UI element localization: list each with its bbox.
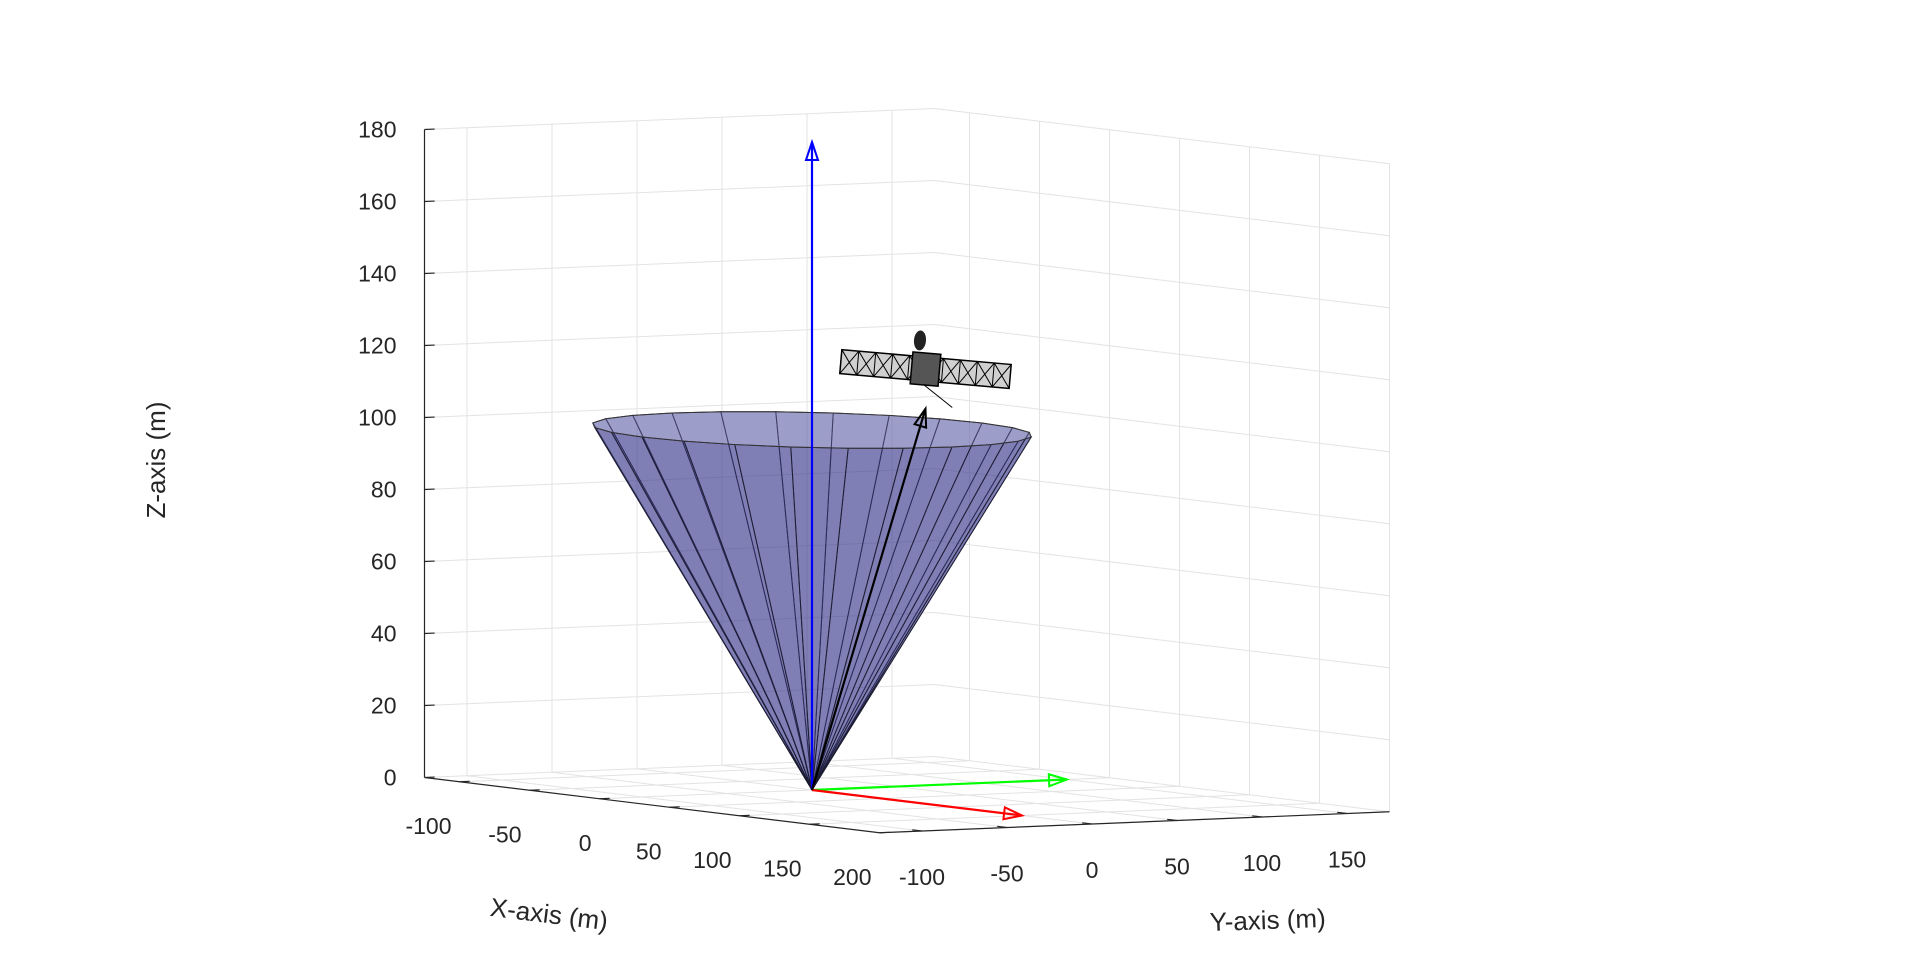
y-tick-label: -100 [899,864,945,890]
vector-arrowhead [1047,772,1071,788]
z-tick-label: 100 [358,405,396,431]
cone-surface [592,411,1033,791]
grid-line [891,757,1348,814]
y-axis-title: Y-axis (m) [1209,903,1326,937]
panel-cross [941,359,961,383]
y-axis-line [879,811,1390,834]
grid-line [424,252,935,274]
z-tick-label: 20 [371,693,397,719]
panel-cross [957,361,978,385]
z-axis-title: Z-axis (m) [141,402,171,519]
grid-line [424,180,935,202]
grid-line [739,794,1250,817]
panel-divider [839,349,843,374]
vector-arrowhead [912,405,928,429]
z-tick-label: 160 [358,189,396,215]
panel-cross [856,352,877,376]
x-tick-label: 50 [636,838,662,864]
panel-cross [839,350,860,374]
grid-line [424,468,935,490]
grid-line [424,108,935,130]
panel-divider [974,361,978,386]
panel-divider [890,354,894,379]
tick-labels: -100 -50 0 50 100 150 200 -100 -50 0 50 100 150 0 20 40… [358,117,1366,891]
satellite-bus [909,351,942,388]
grid-line [806,761,1263,818]
grid-line [424,684,935,706]
panel-divider [991,362,995,387]
x-tick-label: 150 [763,855,801,881]
z-tick-label: 120 [358,333,396,359]
y-tick-label: 0 [1086,857,1099,883]
x-axis-line [424,776,880,834]
y-tick-label: -50 [990,861,1023,887]
grid-line [934,540,1390,597]
panel-cross [974,362,995,386]
z-tick-label: 60 [371,549,397,575]
panel-divider [957,360,961,385]
grid-line [934,108,1390,165]
vector-line [811,788,1023,817]
grid-line [934,684,1390,741]
grid-line [934,612,1390,669]
grid-line [934,468,1390,525]
x-tick-label: 100 [693,847,731,873]
y-tick-label: 100 [1243,850,1281,876]
grid-line [424,612,935,634]
panel-divider [856,351,860,376]
satellite-body [838,330,1013,408]
panel-cross [873,353,894,377]
z-tick-label: 40 [371,621,397,647]
grid-line [459,760,970,783]
grid-line [721,764,1178,821]
grid-line [669,785,1180,808]
satellite-antenna [913,330,927,351]
panel-cross [991,364,1012,388]
z-tick-label: 180 [358,117,396,143]
y-tick-mark [997,825,1008,829]
y-tick-mark [912,829,923,832]
panel-cross [890,355,910,379]
grid-line [934,252,1390,309]
z-tick-label: 0 [384,765,397,791]
grid-line [424,324,935,346]
axes-lines [423,128,1390,834]
x-tick-label: -100 [405,813,451,839]
z-tick-label: 80 [371,477,397,503]
x-tick-label: 0 [579,830,592,856]
satellite-icon [838,330,1013,408]
grid-line [424,756,935,778]
y-tick-mark [1252,815,1263,818]
grid-line [934,324,1390,381]
grid-line [934,756,1390,813]
x-tick-label: -50 [488,821,521,847]
y-tick-mark [1167,818,1178,822]
z-tick-label: 140 [358,261,396,287]
panel-divider [907,355,911,380]
y-tick-label: 150 [1328,847,1366,873]
grid-line [934,180,1390,237]
y-tick-mark [1337,811,1348,815]
y-tick-label: 50 [1164,854,1190,880]
vector-arrowhead [804,138,820,161]
y-tick-mark [1082,822,1093,825]
vector-line [811,778,1068,792]
panel-divider [873,352,877,377]
grid-line [424,396,935,418]
vector-line [810,408,927,791]
x-tick-label: 200 [833,864,871,890]
satellite-boom [923,384,953,408]
grid-line [529,768,1040,791]
grid-line [809,802,1320,825]
grid-line [466,775,923,832]
vector-arrowhead [1002,805,1026,821]
grid-line [934,396,1390,453]
grid-line [551,771,1008,828]
panel-divider [940,358,944,383]
vectors [804,138,1071,821]
